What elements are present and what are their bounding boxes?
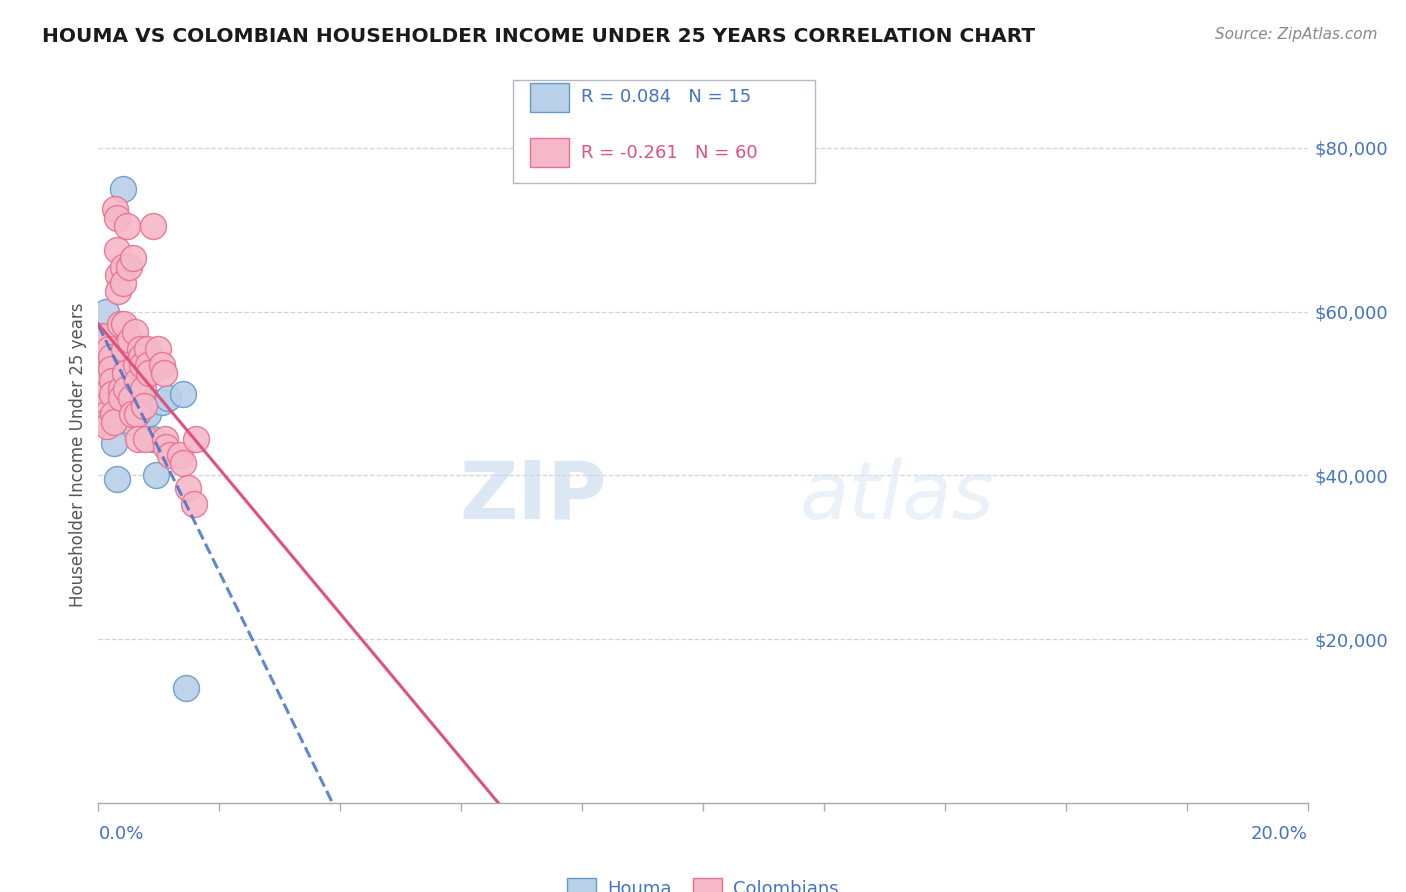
Point (94, 399, 117, 413)
Point (186, 432, 208, 446)
Point (121, 407, 143, 421)
Point (105, 244, 128, 258)
Point (125, 358, 148, 372)
Point (110, 391, 132, 405)
Point (172, 456, 194, 470)
Point (132, 383, 155, 397)
Point (118, 334, 141, 348)
Point (91, 329, 114, 343)
Point (96, 419, 118, 434)
Point (127, 432, 149, 446)
Point (121, 415, 143, 429)
Point (100, 374, 122, 388)
Point (177, 481, 200, 495)
Text: atlas: atlas (800, 458, 994, 536)
Point (114, 366, 136, 380)
Point (112, 342, 135, 356)
Point (172, 386, 194, 401)
Point (98, 342, 121, 356)
Point (93, 366, 115, 380)
Point (146, 342, 169, 356)
Point (135, 342, 157, 356)
Point (145, 468, 167, 483)
Point (134, 399, 156, 413)
Point (136, 407, 159, 421)
Point (155, 440, 177, 454)
Point (107, 268, 129, 282)
Point (101, 407, 124, 421)
Point (104, 202, 127, 217)
Point (103, 415, 125, 429)
Point (156, 391, 179, 405)
Point (142, 432, 165, 446)
Point (105, 211, 128, 225)
Text: ZIP: ZIP (458, 458, 606, 536)
Text: R = 0.084   N = 15: R = 0.084 N = 15 (581, 88, 751, 106)
Point (118, 260, 141, 274)
Point (152, 366, 174, 380)
Point (107, 284, 129, 298)
Point (183, 497, 205, 511)
Point (100, 362, 122, 376)
Point (100, 350, 122, 364)
Text: 0.0%: 0.0% (98, 825, 143, 843)
Point (120, 391, 142, 405)
Point (108, 317, 131, 331)
Point (117, 219, 139, 233)
Text: HOUMA VS COLOMBIAN HOUSEHOLDER INCOME UNDER 25 YEARS CORRELATION CHART: HOUMA VS COLOMBIAN HOUSEHOLDER INCOME UN… (42, 27, 1035, 45)
Point (132, 407, 155, 421)
Point (127, 407, 149, 421)
Point (111, 260, 134, 274)
Point (128, 342, 150, 356)
Point (131, 358, 153, 372)
Text: R = -0.261   N = 60: R = -0.261 N = 60 (581, 144, 758, 161)
Point (138, 366, 160, 380)
Point (112, 317, 135, 331)
Point (136, 358, 159, 372)
Legend: Houma, Colombians: Houma, Colombians (560, 871, 846, 892)
Point (127, 386, 149, 401)
Y-axis label: Householder Income Under 25 years: Householder Income Under 25 years (69, 302, 87, 607)
Point (103, 435, 125, 450)
Point (111, 182, 134, 196)
Point (110, 383, 132, 397)
Point (94, 304, 117, 318)
Point (112, 276, 135, 290)
Point (101, 386, 124, 401)
Point (96, 415, 118, 429)
Point (125, 374, 148, 388)
Point (124, 325, 146, 339)
Point (105, 473, 128, 487)
Point (142, 219, 165, 233)
Point (135, 432, 157, 446)
Text: Source: ZipAtlas.com: Source: ZipAtlas.com (1215, 27, 1378, 42)
Point (159, 448, 181, 462)
Point (174, 681, 197, 696)
Point (153, 432, 176, 446)
Point (122, 252, 145, 266)
Point (129, 350, 152, 364)
Text: 20.0%: 20.0% (1251, 825, 1308, 843)
Point (150, 358, 173, 372)
Point (117, 399, 139, 413)
Point (114, 383, 136, 397)
Point (94, 407, 117, 421)
Point (150, 394, 173, 409)
Point (169, 448, 191, 462)
Point (94, 386, 117, 401)
